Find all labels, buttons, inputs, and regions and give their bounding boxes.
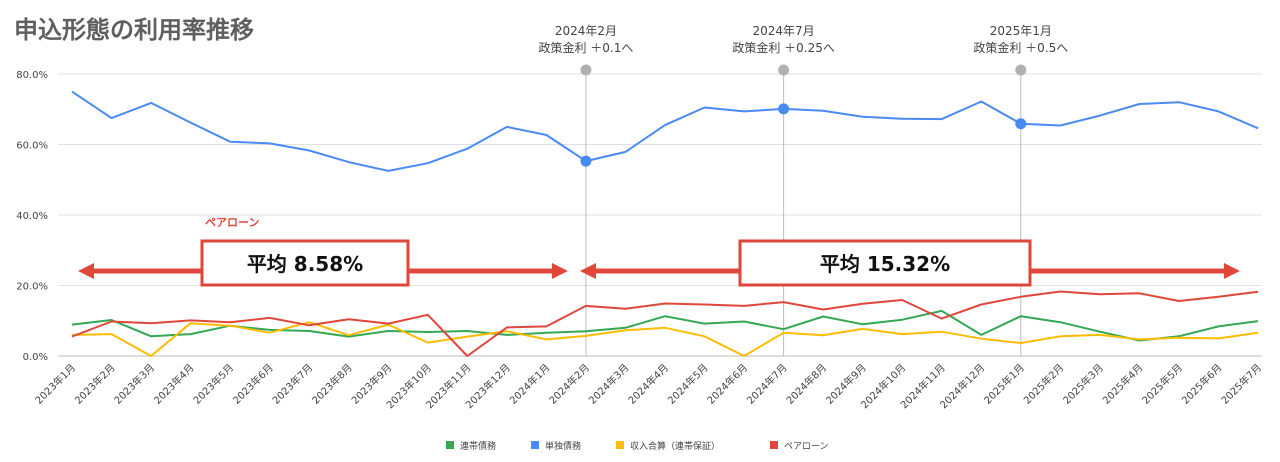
x-tick-label: 2025年1月 (981, 361, 1027, 407)
legend: 連帯債務 単独債務 収入合算（連帯保証） ペアローン (446, 440, 829, 452)
x-tick-label: 2025年2月 (1021, 361, 1067, 407)
x-tick-label: 2023年1月 (32, 361, 78, 407)
y-tick-label: 20.0% (16, 282, 48, 293)
x-tick-label: 2023年6月 (230, 361, 276, 407)
annotation-date: 2024年2月 (555, 24, 617, 38)
legend-swatch (446, 441, 454, 449)
y-tick-label: 40.0% (16, 211, 48, 222)
x-tick-label: 2024年5月 (665, 361, 711, 407)
y-tick-label: 60.0% (16, 141, 48, 152)
x-tick-label: 2024年2月 (546, 361, 592, 407)
x-tick-label: 2025年6月 (1179, 361, 1225, 407)
x-tick-label: 2023年7月 (269, 361, 315, 407)
x-tick-label: 2023年5月 (190, 361, 236, 407)
highlight-point (1015, 118, 1027, 130)
annotation-lines (585, 70, 1022, 356)
legend-label: 収入合算（連帯保証） (630, 440, 720, 452)
highlight-point (778, 103, 790, 115)
average-arrow-head-left (78, 263, 94, 279)
annotation-date: 2024年7月 (753, 24, 815, 38)
series-line-ペアローン (71, 290, 1259, 357)
average-box (738, 239, 1032, 287)
legend-label: 単独債務 (545, 440, 581, 452)
average-label: 平均 15.32% (820, 252, 950, 276)
average-label: 平均 8.58% (247, 252, 363, 276)
highlight-points (580, 103, 1027, 167)
x-tick-label: 2025年4月 (1100, 361, 1146, 407)
series-line-連帯債務 (71, 309, 1259, 342)
legend-label: ペアローン (784, 442, 829, 452)
legend-swatch (616, 441, 624, 449)
y-axis-ticks: 80.0% 60.0% 40.0% 20.0% 0.0% (16, 70, 48, 363)
average-arrow-head-right (552, 263, 568, 279)
annotation-text: 政策金利 ＋0.5へ (973, 40, 1068, 55)
annotation-text: 政策金利 ＋0.1へ (538, 40, 633, 55)
y-tick-label: 0.0% (23, 352, 48, 363)
grid (58, 73, 1262, 357)
average-arrow-head-left (580, 263, 596, 279)
x-tick-label: 2024年3月 (586, 361, 632, 407)
y-tick-label: 80.0% (16, 70, 48, 81)
highlight-point (580, 155, 592, 167)
x-axis-ticks: 2023年1月2023年2月2023年3月2023年4月2023年5月2023年… (32, 361, 1264, 411)
annotation-text: 政策金利 ＋0.25へ (732, 40, 835, 55)
x-tick-label: 2023年2月 (72, 361, 118, 407)
series-lines (71, 90, 1259, 357)
series-line-収入合算（連帯保証） (71, 321, 1259, 357)
x-tick-label: 2025年3月 (1060, 361, 1106, 407)
legend-swatch (770, 441, 778, 449)
annotation-date: 2025年1月 (990, 24, 1052, 38)
series-line-単独債務 (71, 90, 1259, 172)
average-box (200, 239, 410, 287)
x-tick-label: 2024年6月 (704, 361, 750, 407)
x-tick-label: 2023年4月 (151, 361, 197, 407)
annotation-marker (580, 64, 592, 76)
chart-title: 申込形態の利用率推移 (14, 16, 254, 44)
x-tick-label: 2023年8月 (309, 361, 355, 407)
annotation-marker (1015, 64, 1027, 76)
pair-loan-label: ペアローン (205, 216, 259, 229)
legend-swatch (531, 441, 539, 449)
legend-label: 連帯債務 (460, 440, 496, 452)
x-tick-label: 2025年7月 (1218, 361, 1264, 407)
x-tick-label: 2024年7月 (744, 361, 790, 407)
x-tick-label: 2024年8月 (783, 361, 829, 407)
x-tick-label: 2024年1月 (507, 361, 553, 407)
x-tick-label: 2025年5月 (1139, 361, 1185, 407)
annotation-marker (778, 64, 790, 76)
x-tick-label: 2024年4月 (625, 361, 671, 407)
x-tick-label: 2023年3月 (111, 361, 157, 407)
average-arrow-head-right (1224, 263, 1240, 279)
